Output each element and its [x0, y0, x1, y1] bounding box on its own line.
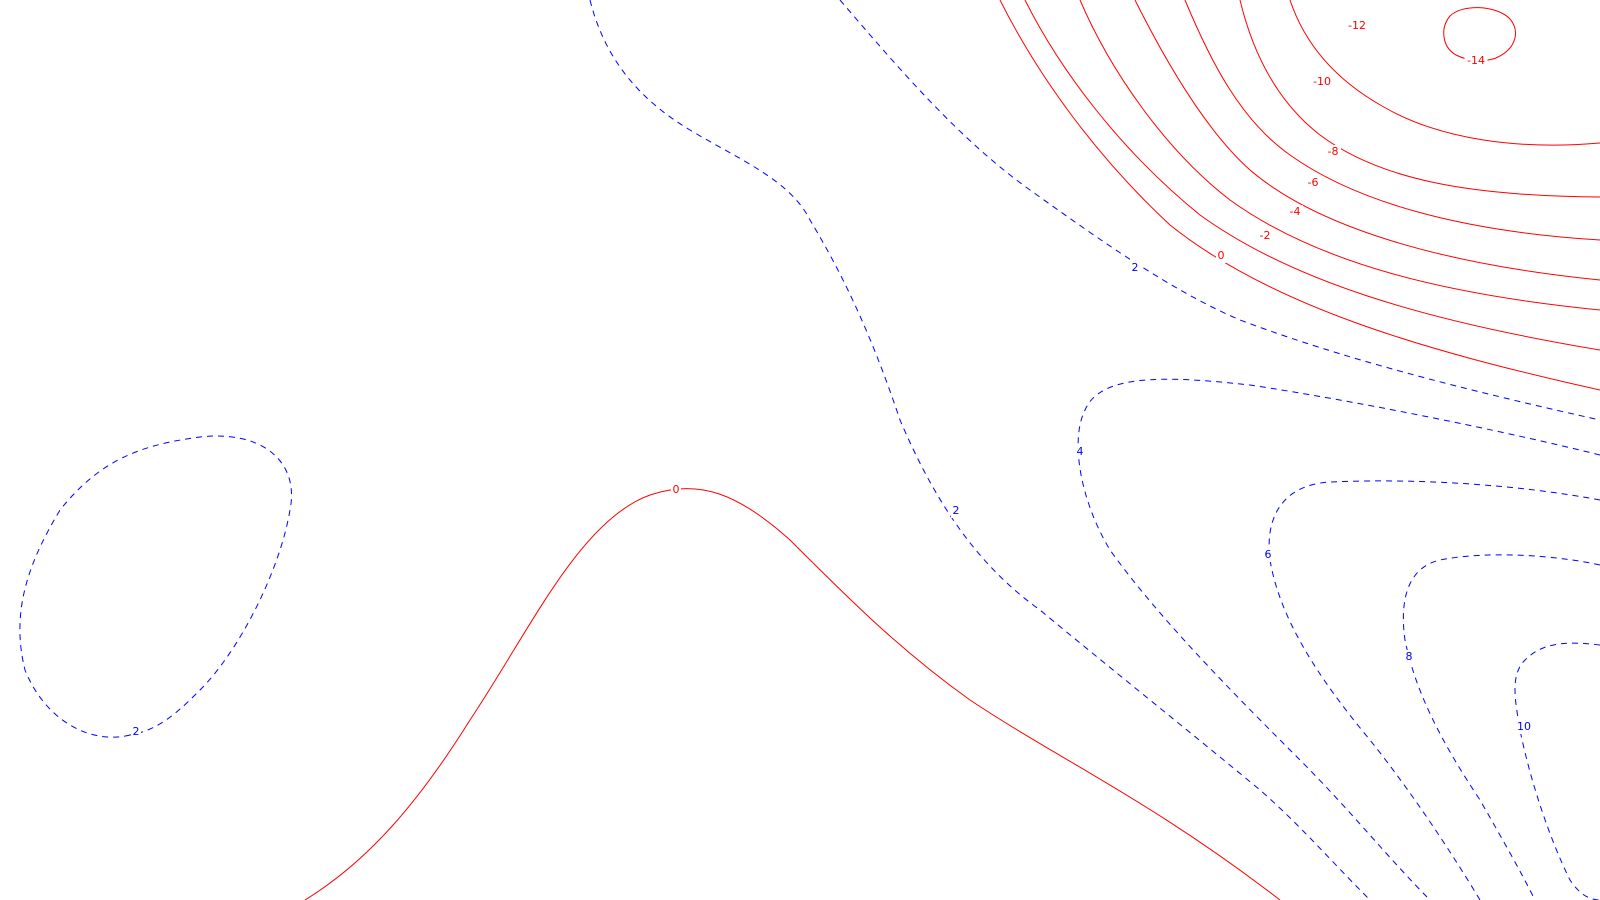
contour-line-lvl-zero-lower — [304, 488, 1281, 900]
contour-label-bg — [1464, 54, 1488, 68]
contour-line-lvl-pos6 — [1268, 480, 1600, 900]
contour-label-lvl-zero-upper: 0 — [1218, 249, 1225, 262]
contour-line-lvl-pos10 — [1514, 642, 1600, 900]
contour-line-lvl-pos2-middle — [839, 0, 1600, 421]
contour-label-lvl-neg14: -14 — [1467, 54, 1485, 67]
contour-label-lvl-pos2-left: 2 — [133, 725, 140, 738]
contour-line-lvl-neg12 — [1289, 0, 1600, 146]
contour-label-lvl-neg8: -8 — [1328, 145, 1339, 158]
contour-label-lvl-neg12: -12 — [1348, 19, 1366, 32]
contour-label-lvl-pos10: 10 — [1517, 720, 1531, 733]
contour-line-lvl-pos2-upper — [589, 0, 1371, 900]
contour-label-lvl-pos2-middle: 2 — [1132, 261, 1139, 274]
contour-line-lvl-neg8 — [1184, 0, 1600, 241]
contour-label-lvl-neg6: -6 — [1308, 176, 1319, 189]
contour-label-bg — [1263, 548, 1273, 562]
contour-label-lvl-zero-lower: 0 — [673, 483, 680, 496]
contour-label-lvl-pos2-upper: 2 — [953, 504, 960, 517]
contour-label-bg — [951, 504, 961, 518]
contour-line-lvl-neg14 — [1443, 7, 1517, 62]
contour-label-bg — [1310, 75, 1334, 89]
contour-label-lvl-pos8: 8 — [1406, 650, 1413, 663]
contour-line-lvl-pos2-left — [19, 435, 292, 738]
contour-label-bg — [1257, 229, 1273, 243]
contour-label-bg — [1404, 650, 1414, 664]
contour-label-lvl-pos6: 6 — [1265, 548, 1272, 561]
contour-label-lvl-neg10: -10 — [1313, 75, 1331, 88]
contour-line-lvl-pos4 — [1077, 378, 1600, 900]
contour-label-lvl-neg4: -4 — [1290, 205, 1301, 218]
contour-label-bg — [1345, 19, 1369, 33]
contour-label-bg — [131, 725, 141, 739]
contour-label-bg — [1305, 176, 1321, 190]
contour-label-bg — [1216, 249, 1226, 263]
contour-label-bg — [1516, 720, 1532, 734]
contour-label-bg — [1325, 145, 1341, 159]
contour-line-lvl-neg10 — [1239, 0, 1600, 198]
contour-label-lvl-pos4: 4 — [1077, 445, 1084, 458]
contour-label-lvl-neg2: -2 — [1260, 229, 1271, 242]
contour-label-bg — [1130, 261, 1140, 275]
contour-line-lvl-neg6 — [1134, 0, 1600, 281]
contour-line-lvl-neg2 — [1024, 0, 1600, 351]
contour-label-bg — [1287, 205, 1303, 219]
contour-label-bg — [1075, 445, 1085, 459]
contour-label-bg — [671, 483, 681, 497]
contour-line-lvl-neg4 — [1079, 0, 1600, 311]
contour-line-lvl-pos8 — [1402, 554, 1600, 900]
contour-line-lvl-zero-upper — [999, 0, 1600, 391]
